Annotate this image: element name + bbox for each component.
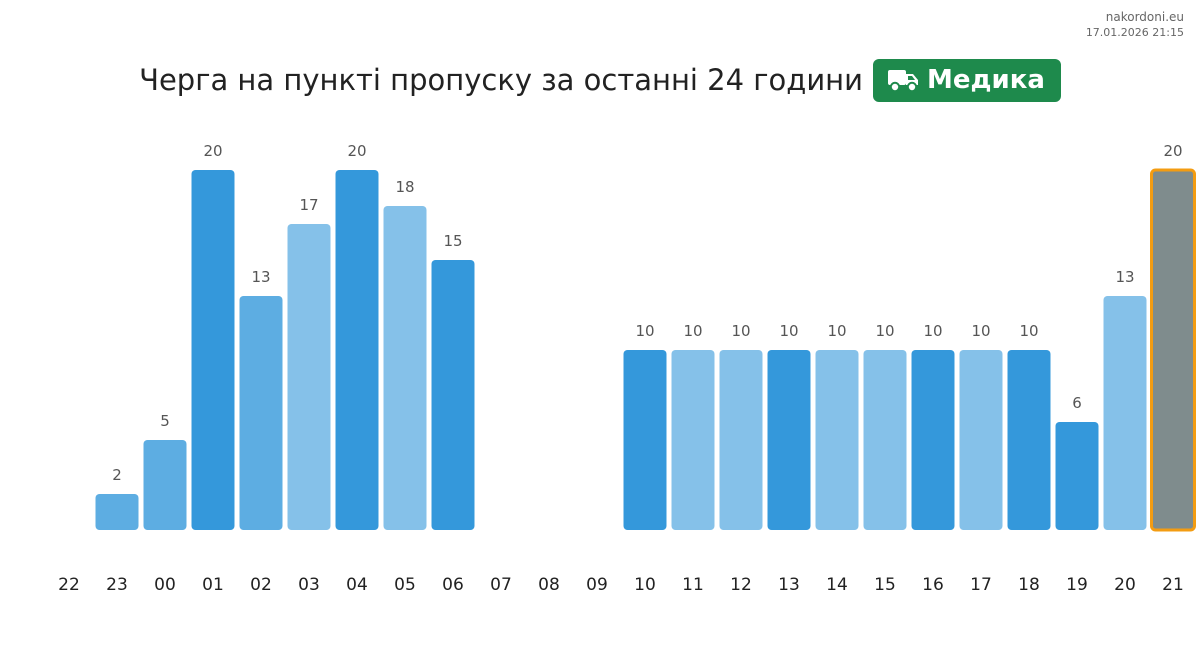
bar <box>1103 296 1147 530</box>
x-tick-label: 01 <box>202 575 224 595</box>
bar-value-label: 2 <box>112 466 122 484</box>
bar-value-label: 10 <box>971 322 990 340</box>
bar <box>719 350 763 530</box>
x-tick-label: 05 <box>394 575 416 595</box>
site-name: nakordoni.eu <box>1105 10 1184 24</box>
x-tick-label: 19 <box>1066 575 1088 595</box>
chart-heading: Черга на пункті пропуску за останні 24 г… <box>0 58 1200 102</box>
truck-icon <box>888 70 918 93</box>
x-tick-label: 22 <box>58 575 80 595</box>
bar-value-label: 10 <box>635 322 654 340</box>
bar-value-label: 10 <box>827 322 846 340</box>
x-tick-label: 23 <box>106 575 128 595</box>
bar-value-label: 20 <box>203 142 222 160</box>
bar <box>287 224 331 530</box>
bar-value-label: 18 <box>395 178 414 196</box>
bar <box>1007 350 1051 530</box>
bar <box>335 170 379 530</box>
x-tick-label: 11 <box>682 575 704 595</box>
badge-label: Медика <box>927 65 1045 95</box>
bar-value-label: 13 <box>1115 268 1134 286</box>
x-tick-label: 20 <box>1114 575 1136 595</box>
bar <box>431 260 475 530</box>
x-tick-label: 21 <box>1162 575 1184 595</box>
border-crossing-badge: Медика <box>873 58 1061 102</box>
bar-value-label: 10 <box>779 322 798 340</box>
bar-value-label: 6 <box>1072 394 1082 412</box>
bar-value-label: 10 <box>875 322 894 340</box>
bar <box>1055 422 1099 530</box>
bar-value-label: 10 <box>731 322 750 340</box>
x-tick-label: 06 <box>442 575 464 595</box>
x-tick-label: 13 <box>778 575 800 595</box>
bar <box>383 206 427 530</box>
bar <box>863 350 907 530</box>
x-tick-label: 00 <box>154 575 176 595</box>
bar <box>671 350 715 530</box>
x-tick-label: 12 <box>730 575 752 595</box>
bar-value-label: 5 <box>160 412 170 430</box>
x-tick-label: 15 <box>874 575 896 595</box>
x-tick-label: 07 <box>490 575 512 595</box>
x-tick-label: 10 <box>634 575 656 595</box>
bar-value-label: 20 <box>1163 142 1182 160</box>
timestamp: 17.01.2026 21:15 <box>1085 26 1184 39</box>
bar <box>767 350 811 530</box>
bar-value-label: 15 <box>443 232 462 250</box>
site-branding: nakordoni.eu 17.01.2026 21:15 <box>1086 9 1184 40</box>
bar <box>239 296 283 530</box>
x-tick-label: 04 <box>346 575 368 595</box>
bar <box>623 350 667 530</box>
bar-current-hour <box>1150 168 1196 532</box>
x-tick-label: 18 <box>1018 575 1040 595</box>
x-tick-label: 16 <box>922 575 944 595</box>
bar-value-label: 10 <box>683 322 702 340</box>
x-tick-label: 09 <box>586 575 608 595</box>
x-tick-label: 08 <box>538 575 560 595</box>
bar <box>143 440 187 530</box>
bar <box>815 350 859 530</box>
x-tick-label: 02 <box>250 575 272 595</box>
bar-value-label: 10 <box>1019 322 1038 340</box>
bar <box>959 350 1003 530</box>
bar-value-label: 20 <box>347 142 366 160</box>
bar <box>911 350 955 530</box>
chart-title: Черга на пункті пропуску за останні 24 г… <box>139 63 863 97</box>
x-tick-label: 17 <box>970 575 992 595</box>
bar <box>191 170 235 530</box>
bar-value-label: 13 <box>251 268 270 286</box>
bar <box>95 494 139 530</box>
bar-value-label: 17 <box>299 196 318 214</box>
x-tick-label: 03 <box>298 575 320 595</box>
x-tick-label: 14 <box>826 575 848 595</box>
bar-value-label: 10 <box>923 322 942 340</box>
